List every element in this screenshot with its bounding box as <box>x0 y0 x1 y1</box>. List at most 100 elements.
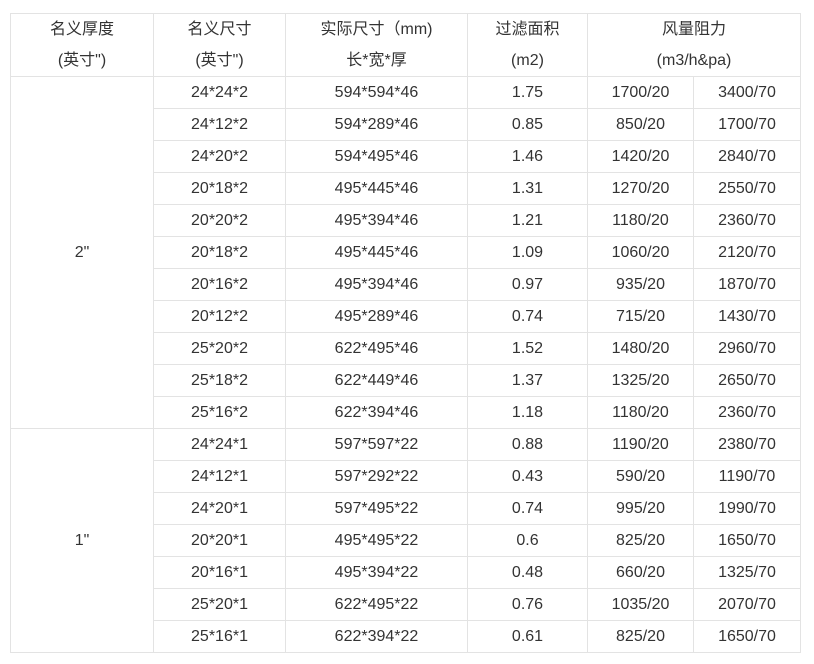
nominal-size-cell: 20*20*2 <box>153 204 286 237</box>
actual-size-cell: 594*495*46 <box>285 140 468 173</box>
nominal-size-cell: 20*18*2 <box>153 236 286 269</box>
airflow-high-cell: 2650/70 <box>692 364 802 397</box>
airflow-high-cell: 1700/70 <box>692 108 802 141</box>
airflow-low-cell: 1325/20 <box>587 364 694 397</box>
filter-area-cell: 1.46 <box>467 140 588 173</box>
filter-area-cell: 0.85 <box>467 108 588 141</box>
header-nominal-size: 名义尺寸 (英寸") <box>153 13 286 77</box>
airflow-high-cell: 2960/70 <box>692 332 802 365</box>
airflow-low-cell: 935/20 <box>587 268 694 301</box>
filter-area-cell: 0.43 <box>467 460 588 493</box>
airflow-low-cell: 1700/20 <box>587 76 694 109</box>
airflow-high-cell: 1190/70 <box>692 460 802 493</box>
nominal-size-cell: 20*18*2 <box>153 172 286 205</box>
nominal-size-cell: 24*20*2 <box>153 140 286 173</box>
filter-spec-table: 名义厚度 (英寸") 名义尺寸 (英寸") 实际尺寸（mm) 长*宽*厚 过滤面积 (m… <box>10 13 802 653</box>
actual-size-cell: 495*289*46 <box>285 300 468 333</box>
nominal-size-cell: 20*16*1 <box>153 556 286 589</box>
airflow-high-cell: 2550/70 <box>692 172 802 205</box>
actual-size-cell: 594*594*46 <box>285 76 468 109</box>
filter-area-cell: 0.48 <box>467 556 588 589</box>
actual-size-cell: 597*597*22 <box>285 428 468 461</box>
thickness-cell: 2" <box>10 76 154 429</box>
table-row: 20*18*2 495*445*46 1.31 1270/20 2550/70 <box>11 172 802 205</box>
nominal-size-cell: 20*12*2 <box>153 300 286 333</box>
table-row: 25*16*2 622*394*46 1.18 1180/20 2360/70 <box>11 396 802 429</box>
table-row: 24*12*2 594*289*46 0.85 850/20 1700/70 <box>11 108 802 141</box>
header-filter-area: 过滤面积 (m2) <box>467 13 588 77</box>
actual-size-cell: 597*495*22 <box>285 492 468 525</box>
airflow-low-cell: 1035/20 <box>587 588 694 621</box>
actual-size-cell: 495*394*46 <box>285 268 468 301</box>
airflow-low-cell: 1190/20 <box>587 428 694 461</box>
filter-area-cell: 0.97 <box>467 268 588 301</box>
filter-area-cell: 0.74 <box>467 492 588 525</box>
airflow-high-cell: 2840/70 <box>692 140 802 173</box>
actual-size-cell: 622*394*46 <box>285 396 468 429</box>
airflow-high-cell: 2360/70 <box>692 396 802 429</box>
actual-size-cell: 495*445*46 <box>285 236 468 269</box>
airflow-low-cell: 825/20 <box>587 524 694 557</box>
header-actual-size: 实际尺寸（mm) 长*宽*厚 <box>285 13 468 77</box>
table-row: 20*16*2 495*394*46 0.97 935/20 1870/70 <box>11 268 802 301</box>
airflow-high-cell: 1650/70 <box>692 524 802 557</box>
filter-area-cell: 1.75 <box>467 76 588 109</box>
nominal-size-cell: 24*24*1 <box>153 428 286 461</box>
airflow-low-cell: 1060/20 <box>587 236 694 269</box>
thickness-cell: 1" <box>10 428 154 653</box>
filter-area-cell: 1.18 <box>467 396 588 429</box>
nominal-size-cell: 20*16*2 <box>153 268 286 301</box>
table-row: 25*18*2 622*449*46 1.37 1325/20 2650/70 <box>11 364 802 397</box>
nominal-size-cell: 24*12*1 <box>153 460 286 493</box>
airflow-high-cell: 1430/70 <box>692 300 802 333</box>
actual-size-cell: 495*495*22 <box>285 524 468 557</box>
nominal-size-cell: 24*20*1 <box>153 492 286 525</box>
actual-size-cell: 594*289*46 <box>285 108 468 141</box>
airflow-low-cell: 995/20 <box>587 492 694 525</box>
filter-area-cell: 1.31 <box>467 172 588 205</box>
airflow-high-cell: 2380/70 <box>692 428 802 461</box>
filter-area-cell: 1.09 <box>467 236 588 269</box>
table-row: 25*16*1 622*394*22 0.61 825/20 1650/70 <box>11 620 802 653</box>
header-thickness: 名义厚度 (英寸") <box>10 13 154 77</box>
actual-size-cell: 622*495*46 <box>285 332 468 365</box>
actual-size-cell: 622*394*22 <box>285 620 468 653</box>
filter-area-cell: 1.37 <box>467 364 588 397</box>
airflow-low-cell: 715/20 <box>587 300 694 333</box>
actual-size-cell: 597*292*22 <box>285 460 468 493</box>
airflow-low-cell: 850/20 <box>587 108 694 141</box>
nominal-size-cell: 25*20*2 <box>153 332 286 365</box>
airflow-high-cell: 1870/70 <box>692 268 802 301</box>
actual-size-cell: 622*495*22 <box>285 588 468 621</box>
airflow-high-cell: 1990/70 <box>692 492 802 525</box>
nominal-size-cell: 25*20*1 <box>153 588 286 621</box>
airflow-low-cell: 1480/20 <box>587 332 694 365</box>
nominal-size-cell: 25*16*2 <box>153 396 286 429</box>
table-row: 20*18*2 495*445*46 1.09 1060/20 2120/70 <box>11 236 802 269</box>
table-row: 20*20*1 495*495*22 0.6 825/20 1650/70 <box>11 524 802 557</box>
actual-size-cell: 622*449*46 <box>285 364 468 397</box>
table-row: 24*12*1 597*292*22 0.43 590/20 1190/70 <box>11 460 802 493</box>
filter-area-cell: 1.21 <box>467 204 588 237</box>
header-row: 名义厚度 (英寸") 名义尺寸 (英寸") 实际尺寸（mm) 长*宽*厚 过滤面积 (m… <box>10 13 802 77</box>
table-row: 20*20*2 495*394*46 1.21 1180/20 2360/70 <box>11 204 802 237</box>
filter-area-cell: 1.52 <box>467 332 588 365</box>
header-airflow: 风量阻力 (m3/h&pa) <box>586 13 802 77</box>
table-row: 24*20*2 594*495*46 1.46 1420/20 2840/70 <box>11 140 802 173</box>
table-row: 24*20*1 597*495*22 0.74 995/20 1990/70 <box>11 492 802 525</box>
airflow-low-cell: 1180/20 <box>587 204 694 237</box>
airflow-high-cell: 1325/70 <box>692 556 802 589</box>
airflow-low-cell: 825/20 <box>587 620 694 653</box>
actual-size-cell: 495*394*22 <box>285 556 468 589</box>
airflow-high-cell: 2070/70 <box>692 588 802 621</box>
airflow-low-cell: 1420/20 <box>587 140 694 173</box>
airflow-high-cell: 2120/70 <box>692 236 802 269</box>
airflow-low-cell: 1270/20 <box>587 172 694 205</box>
nominal-size-cell: 25*18*2 <box>153 364 286 397</box>
table-row: 25*20*1 622*495*22 0.76 1035/20 2070/70 <box>11 588 802 621</box>
nominal-size-cell: 20*20*1 <box>153 524 286 557</box>
filter-area-cell: 0.61 <box>467 620 588 653</box>
airflow-high-cell: 3400/70 <box>692 76 802 109</box>
airflow-low-cell: 590/20 <box>587 460 694 493</box>
airflow-high-cell: 2360/70 <box>692 204 802 237</box>
